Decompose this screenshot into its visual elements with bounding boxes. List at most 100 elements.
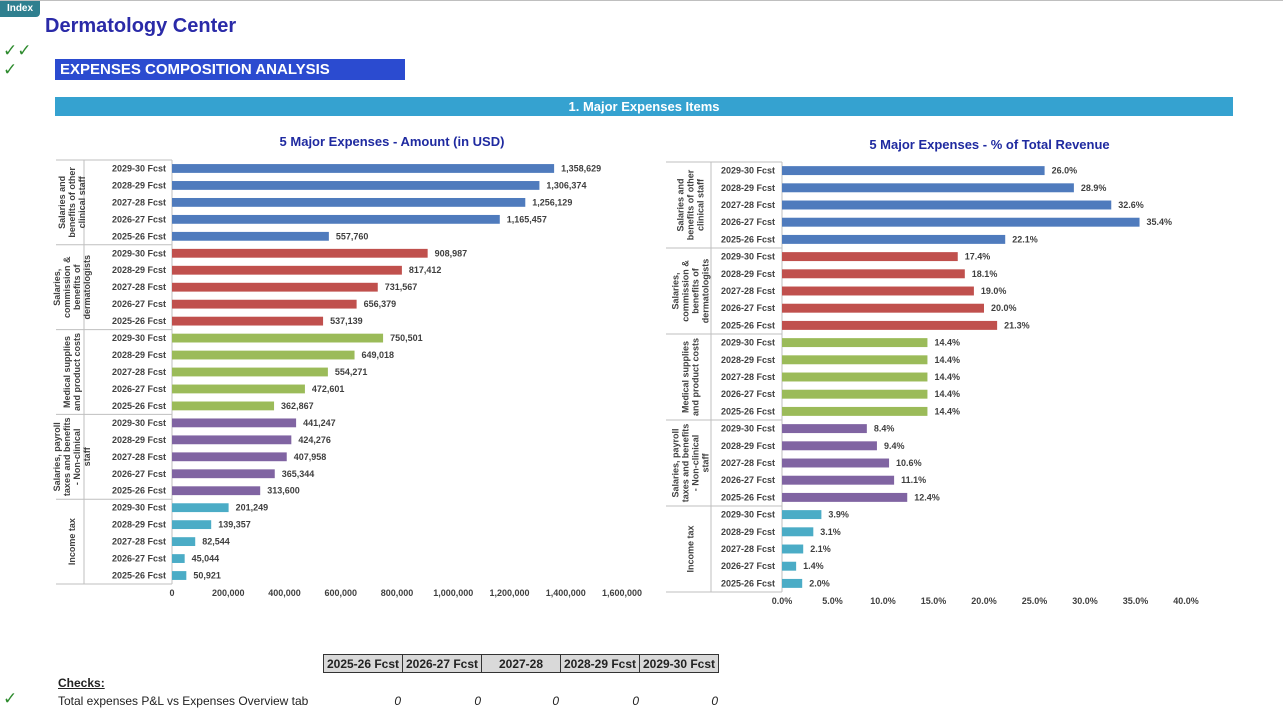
amount-group-label: Salaries,commission &benefits ofdermatol… <box>52 255 92 320</box>
amount-bar <box>172 181 540 190</box>
percent-x-tick-label: 35.0% <box>1123 596 1149 606</box>
chart-title-amount: 5 Major Expenses - Amount (in USD) <box>279 134 505 149</box>
percent-bar <box>782 320 998 330</box>
amount-data-label: 1,256,129 <box>532 197 572 207</box>
checks-col-header: 2025-26 Fcst <box>323 654 403 673</box>
percent-bar <box>782 303 984 313</box>
checks-value: 0 <box>552 694 559 708</box>
percent-category-label: 2028-29 Fcst <box>721 441 775 451</box>
percent-category-label: 2027-28 Fcst <box>721 458 775 468</box>
amount-data-label: 1,306,374 <box>546 180 586 190</box>
amount-bar <box>172 520 212 530</box>
percent-data-label: 8.4% <box>874 424 895 434</box>
amount-data-label: 362,867 <box>281 401 314 411</box>
percent-bar <box>782 269 965 279</box>
percent-bar <box>782 389 928 399</box>
percent-data-label: 9.4% <box>884 441 905 451</box>
amount-x-tick-label: 600,000 <box>324 588 357 598</box>
percent-category-label: 2025-26 Fcst <box>721 320 775 330</box>
checks-col-header: 2028-29 Fcst <box>560 654 640 673</box>
amount-bar <box>172 350 355 360</box>
percent-bar <box>782 578 803 588</box>
percent-data-label: 11.1% <box>901 475 926 485</box>
amount-bar <box>172 486 261 496</box>
percent-bar <box>782 510 822 520</box>
percent-data-label: 18.1% <box>972 269 998 279</box>
checks-value: 0 <box>394 694 401 708</box>
amount-category-label: 2026-27 Fcst <box>112 214 166 224</box>
amount-x-tick-label: 800,000 <box>381 588 414 598</box>
amount-x-tick-label: 1,400,000 <box>546 588 586 598</box>
percent-category-label: 2026-27 Fcst <box>721 389 775 399</box>
amount-category-label: 2025-26 Fcst <box>112 486 166 496</box>
amount-category-label: 2029-30 Fcst <box>112 248 166 258</box>
amount-bar <box>172 571 187 580</box>
amount-category-label: 2027-28 Fcst <box>112 537 166 547</box>
percent-x-tick-label: 10.0% <box>870 596 896 606</box>
amount-category-label: 2025-26 Fcst <box>112 316 166 326</box>
percent-bar <box>782 183 1074 193</box>
percent-category-label: 2028-29 Fcst <box>721 183 775 193</box>
percent-data-label: 22.1% <box>1012 234 1038 244</box>
percent-bar <box>782 372 928 382</box>
amount-x-tick-label: 200,000 <box>212 588 245 598</box>
checks-row-label: Total expenses P&L vs Expenses Overview … <box>58 694 309 708</box>
percent-bar <box>782 217 1140 227</box>
amount-data-label: 313,600 <box>267 486 300 496</box>
double-check-icon: ✓✓ <box>3 41 32 60</box>
amount-data-label: 554,271 <box>335 367 368 377</box>
amount-data-label: 817,412 <box>409 265 442 275</box>
amount-bar <box>172 214 500 224</box>
amount-category-label: 2026-27 Fcst <box>112 469 166 479</box>
amount-bar <box>172 367 328 377</box>
amount-data-label: 472,601 <box>312 384 345 394</box>
percent-data-label: 21.3% <box>1004 320 1030 330</box>
amount-data-label: 537,139 <box>330 316 363 326</box>
amount-category-label: 2029-30 Fcst <box>112 163 166 173</box>
percent-data-label: 14.4% <box>934 338 960 348</box>
percent-data-label: 1.4% <box>803 561 824 571</box>
percent-bar <box>782 527 814 537</box>
index-button[interactable]: Index <box>0 1 40 17</box>
percent-bar <box>782 424 867 434</box>
amount-category-label: 2029-30 Fcst <box>112 503 166 513</box>
checks-value: 0 <box>632 694 639 708</box>
amount-category-label: 2028-29 Fcst <box>112 520 166 530</box>
percent-group-label: Salaries,commission &benefits ofdermatol… <box>671 259 711 324</box>
percent-data-label: 12.4% <box>914 492 940 502</box>
amount-category-label: 2026-27 Fcst <box>112 384 166 394</box>
checks-heading: Checks: <box>58 676 105 690</box>
percent-category-label: 2026-27 Fcst <box>721 303 775 313</box>
percent-category-label: 2025-26 Fcst <box>721 234 775 244</box>
amount-x-tick-label: 400,000 <box>268 588 301 598</box>
chart-title-percent: 5 Major Expenses - % of Total Revenue <box>869 137 1110 152</box>
amount-bar <box>172 299 357 309</box>
amount-category-label: 2028-29 Fcst <box>112 265 166 275</box>
amount-data-label: 1,165,457 <box>507 214 547 224</box>
percent-data-label: 10.6% <box>896 458 922 468</box>
percent-category-label: 2026-27 Fcst <box>721 561 775 571</box>
percent-bar <box>782 492 908 502</box>
amount-data-label: 750,501 <box>390 333 423 343</box>
percent-group-label: Income tax <box>686 525 696 572</box>
section-title: EXPENSES COMPOSITION ANALYSIS <box>55 59 405 80</box>
amount-data-label: 424,276 <box>298 435 331 445</box>
percent-data-label: 32.6% <box>1118 200 1144 210</box>
percent-category-label: 2027-28 Fcst <box>721 286 775 296</box>
amount-data-label: 908,987 <box>435 248 468 258</box>
amount-x-tick-label: 1,000,000 <box>433 588 473 598</box>
checks-col-header: 2026-27 Fcst <box>402 654 482 673</box>
amount-data-label: 139,357 <box>218 520 251 530</box>
percent-x-tick-label: 25.0% <box>1022 596 1048 606</box>
amount-category-label: 2028-29 Fcst <box>112 180 166 190</box>
percent-data-label: 17.4% <box>965 252 991 262</box>
amount-data-label: 1,358,629 <box>561 163 601 173</box>
amount-bar <box>172 333 384 343</box>
amount-category-label: 2029-30 Fcst <box>112 418 166 428</box>
amount-category-label: 2025-26 Fcst <box>112 401 166 411</box>
amount-bar <box>172 435 292 445</box>
percent-group-label: Salaries, payrolltaxes and benefits- Non… <box>671 424 711 503</box>
percent-category-label: 2026-27 Fcst <box>721 475 775 485</box>
percent-data-label: 14.4% <box>934 406 960 416</box>
